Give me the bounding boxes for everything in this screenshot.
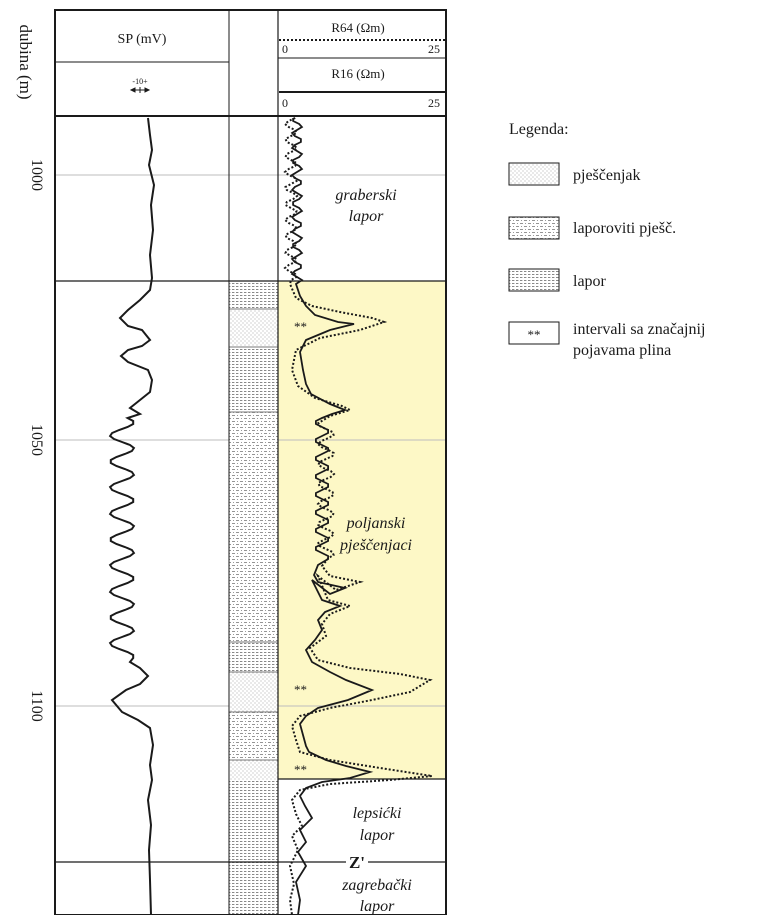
formation-zagrebacki-line1: zagrebački <box>341 877 412 894</box>
legend-label-lapor: lapor <box>573 273 607 290</box>
depth-tick-1000: 1000 <box>28 159 45 191</box>
depth-tick-1050: 1050 <box>28 424 45 456</box>
legend: Legenda: pješčenjak laporoviti pješč. la… <box>508 121 705 359</box>
legend-label-gas-line2: pojavama plina <box>573 342 671 359</box>
depth-tick-1100: 1100 <box>28 690 45 721</box>
r16-min: 0 <box>282 96 288 110</box>
sp-scale-label: -10+ <box>132 77 148 86</box>
lithology-column <box>229 281 278 915</box>
header-grid <box>54 9 447 915</box>
formation-lepsicki-line2: lapor <box>360 827 395 844</box>
marker-z-prime: Z' <box>349 853 365 872</box>
r64-max: 25 <box>428 42 440 56</box>
r16-header-label: R16 (Ωm) <box>331 66 384 81</box>
sp-scale-arrows-icon <box>129 87 151 93</box>
legend-title: Legenda: <box>509 121 569 138</box>
r16-max: 25 <box>428 96 440 110</box>
sand-interval-fill <box>278 281 446 779</box>
formation-lepsicki-line1: lepsićki <box>353 805 402 822</box>
sp-curve <box>108 117 156 915</box>
sp-header-label: SP (mV) <box>118 32 167 47</box>
legend-swatch-pjescenjak <box>508 162 560 186</box>
r64-curve <box>283 117 433 915</box>
formation-graberski-line2: lapor <box>349 208 384 225</box>
marker-background <box>346 854 368 870</box>
legend-label-pjescenjak: pješčenjak <box>573 167 641 184</box>
legend-swatch-lapor <box>508 268 560 292</box>
legend-swatch-gas-symbol: ** <box>528 327 541 342</box>
legend-swatch-laporoviti <box>508 216 560 240</box>
formation-boundaries <box>55 280 446 863</box>
depth-axis-label: dubina (m) <box>16 24 35 99</box>
gas-marker: ** <box>294 319 307 334</box>
r64-min: 0 <box>282 42 288 56</box>
legend-label-gas-line1: intervali sa značajnij <box>573 321 705 338</box>
r64-header-label: R64 (Ωm) <box>331 20 384 35</box>
legend-label-laporoviti: laporoviti pješč. <box>573 220 676 237</box>
gas-marker: ** <box>294 682 307 697</box>
formation-graberski-line1: graberski <box>335 187 396 204</box>
formation-zagrebacki-line2: lapor <box>360 898 395 915</box>
legend-swatch-gas <box>508 321 560 345</box>
formation-poljanski-line1: poljanski <box>346 515 406 532</box>
gas-marker: ** <box>294 762 307 777</box>
formation-poljanski-line2: pješčenjaci <box>339 537 412 554</box>
r16-curve <box>290 118 375 915</box>
